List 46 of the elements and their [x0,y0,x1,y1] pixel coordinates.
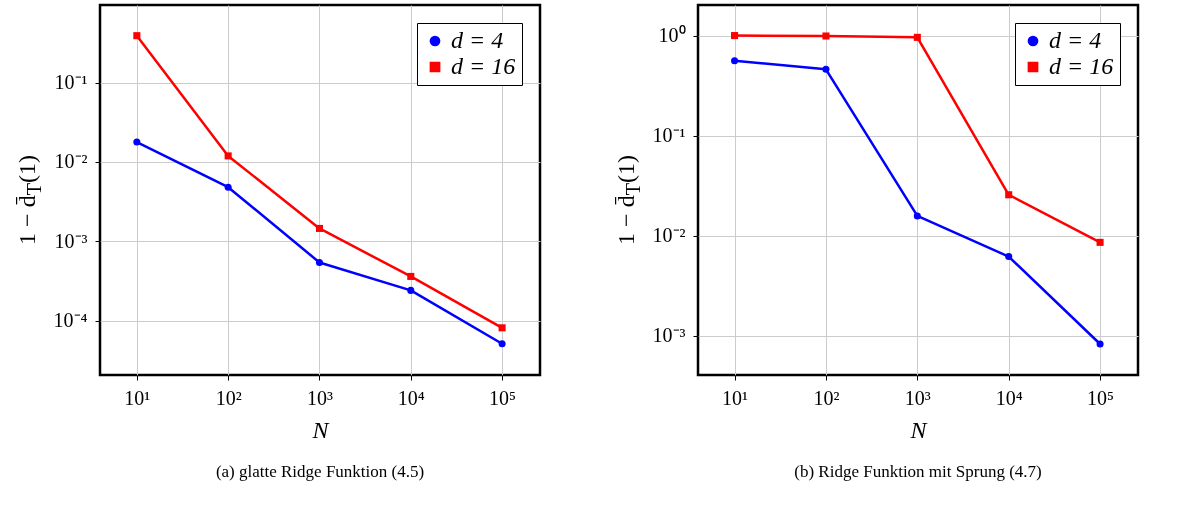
x-tick-label: 10³ [306,386,333,409]
point [315,258,324,266]
x-axis-title: N [909,416,929,443]
x-axis-title: N [311,416,331,443]
point [1005,191,1013,199]
text: (b) Ridge Funktion mit Sprung (4.7) [794,462,1042,481]
point [1096,238,1104,246]
point [822,65,830,73]
point [407,286,415,294]
point [822,32,830,40]
x-tick-label: 10⁵ [1087,386,1115,409]
text: (a) glatte Ridge Funktion (4.5) [215,462,425,481]
legend-label: d = 16 [451,53,516,79]
y-tick-label: 10⁰ [658,24,686,47]
point [1096,340,1104,348]
y-tick-label: 10⁻² [652,224,686,247]
legend-label: d = 4 [1049,27,1102,53]
point [913,33,921,41]
y-tick-label: 10⁻⁴ [53,309,88,332]
y-tick-label: 10⁻¹ [54,71,88,94]
point [224,183,232,191]
y-tick-label: 10⁻³ [652,324,686,347]
point [1005,253,1013,261]
x-tick-label: 10² [813,386,840,409]
x-tick-label: 10⁴ [995,386,1023,409]
point [407,272,415,280]
point [913,212,921,220]
legend-label: d = 4 [451,27,504,53]
x-tick-label: 10³ [904,386,931,409]
y-tick-label: 10⁻² [54,150,88,173]
point [498,340,506,348]
point [731,32,739,40]
y-tick-label: 10⁻¹ [652,124,686,147]
y-tick-label: 10⁻³ [54,229,88,252]
point [498,324,506,332]
point [224,152,232,160]
x-tick-label: 10⁵ [489,386,517,409]
x-tick-label: 10¹ [124,386,151,409]
x-tick-label: 10⁴ [397,386,425,409]
legend-label: d = 16 [1049,53,1114,79]
point [133,138,141,146]
point [133,32,141,40]
x-tick-label: 10¹ [722,386,749,409]
point [731,57,739,65]
point [315,224,324,232]
x-tick-label: 10² [215,386,242,409]
